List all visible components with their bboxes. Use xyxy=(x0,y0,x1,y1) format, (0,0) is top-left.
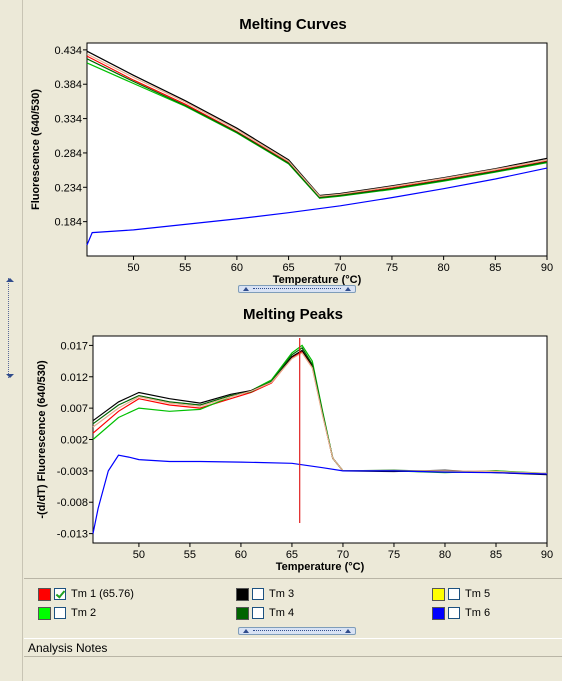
melting-curves-chart[interactable]: 0.434 0.384 0.334 0.284 0.234 0.184 50 55 60 65 70… xyxy=(24,12,562,286)
curves-xtick-label: 80 xyxy=(438,262,450,274)
legend-item-tm-5[interactable]: Tm 4 xyxy=(236,606,294,620)
curves-series-line-4 xyxy=(86,58,548,199)
peaks-xtick-label: 50 xyxy=(133,549,145,561)
peaks-ytick-label: 0.017 xyxy=(60,340,88,352)
peaks-ytick-label: -0.008 xyxy=(57,497,88,509)
curves-xtick-label: 85 xyxy=(489,262,501,274)
curves-xtick-label: 75 xyxy=(386,262,398,274)
legend-color-swatch[interactable] xyxy=(38,587,51,601)
curves-ytick-label: 0.334 xyxy=(54,114,82,126)
curves-xtick-label: 65 xyxy=(282,262,294,274)
horizontal-splitter-2[interactable] xyxy=(238,627,356,635)
legend-checkbox[interactable] xyxy=(252,607,264,619)
curves-xtick-label: 70 xyxy=(334,262,346,274)
legend-item-tm-1[interactable]: Tm 1 (65.76) xyxy=(38,587,134,601)
curves-ytick-label: 0.284 xyxy=(54,148,82,160)
curves-xtick-label: 50 xyxy=(127,262,139,274)
legend-label: Tm 3 xyxy=(269,588,295,600)
peaks-x-axis-label: Temperature (°C) xyxy=(276,561,365,573)
legend-color-swatch[interactable] xyxy=(38,606,51,620)
legend-color-swatch[interactable] xyxy=(236,606,249,620)
peaks-xtick-label: 75 xyxy=(388,549,400,561)
legend-label: Tm 2 xyxy=(71,607,97,619)
melting-peaks-panel: Melting Peaks 0.017 0.012 0.007 0.002 -0.003… xyxy=(24,300,562,576)
legend-panel: Tm 1 (65.76) Tm 3 Tm 5 Tm 2 Tm 4 Tm 6 xyxy=(24,578,562,631)
legend-checkbox[interactable] xyxy=(448,588,460,600)
legend-checkbox[interactable] xyxy=(54,588,66,600)
peaks-xtick-label: 70 xyxy=(337,549,349,561)
peaks-xtick-label: 90 xyxy=(541,549,553,561)
peaks-xtick-label: 60 xyxy=(235,549,247,561)
peaks-series-group xyxy=(92,344,548,534)
peaks-y-axis-label: -(d/dT) Fluorescence (640/530) xyxy=(36,360,48,519)
curves-x-axis-label: Temperature (°C) xyxy=(273,274,362,286)
peaks-ytick-label: 0.012 xyxy=(60,372,88,384)
legend-color-swatch[interactable] xyxy=(236,587,249,601)
curves-y-axis-label: Fluorescence (640/530) xyxy=(30,89,42,210)
curves-xtick-label: 60 xyxy=(231,262,243,274)
peaks-ytick-label: 0.002 xyxy=(60,435,88,447)
peaks-ytick-label: 0.007 xyxy=(60,403,88,415)
legend-label: Tm 4 xyxy=(269,607,295,619)
legend-item-tm-4[interactable]: Tm 2 xyxy=(38,606,96,620)
peaks-ytick-label: -0.003 xyxy=(57,466,88,478)
left-panel-strip xyxy=(0,0,23,681)
analysis-notes-tab[interactable]: Analysis Notes xyxy=(24,638,562,657)
legend-item-tm-2[interactable]: Tm 3 xyxy=(236,587,294,601)
melting-peaks-chart[interactable]: 0.017 0.012 0.007 0.002 -0.003 -0.008 -0.013 50… xyxy=(24,300,562,576)
legend-label: Tm 1 (65.76) xyxy=(71,588,134,600)
peaks-xtick-label: 65 xyxy=(286,549,298,561)
peaks-plot-area xyxy=(92,335,548,544)
curves-series-line-6 xyxy=(86,167,548,246)
melting-curves-title: Melting Curves xyxy=(239,16,347,33)
legend-checkbox[interactable] xyxy=(448,607,460,619)
legend-checkbox[interactable] xyxy=(54,607,66,619)
legend-color-swatch[interactable] xyxy=(432,587,445,601)
curves-ytick-label: 0.384 xyxy=(54,79,82,91)
curves-xtick-label: 90 xyxy=(541,262,553,274)
curves-series-group xyxy=(86,50,548,246)
curves-plot-area xyxy=(86,42,548,257)
horizontal-splitter-1[interactable] xyxy=(238,285,356,293)
peaks-xtick-label: 85 xyxy=(490,549,502,561)
curves-series-line-5 xyxy=(86,53,548,197)
curves-xtick-label: 55 xyxy=(179,262,191,274)
legend-color-swatch[interactable] xyxy=(432,606,445,620)
peaks-xtick-label: 55 xyxy=(184,549,196,561)
melting-curves-panel: Melting Curves 0.434 0.384 0.334 0.284 0.234… xyxy=(24,12,562,286)
curves-ytick-label: 0.234 xyxy=(54,182,82,194)
legend-label: Tm 5 xyxy=(465,588,491,600)
legend-checkbox[interactable] xyxy=(252,588,264,600)
curves-series-line-2 xyxy=(86,62,548,199)
curves-ytick-label: 0.184 xyxy=(54,217,82,229)
melting-peaks-title: Melting Peaks xyxy=(242,306,344,323)
legend-item-tm-3[interactable]: Tm 5 xyxy=(432,587,490,601)
peaks-ytick-label: -0.013 xyxy=(57,529,88,541)
legend-label: Tm 6 xyxy=(465,607,491,619)
curves-ytick-label: 0.434 xyxy=(54,45,82,57)
peaks-xtick-label: 80 xyxy=(439,549,451,561)
legend-item-tm-6[interactable]: Tm 6 xyxy=(432,606,490,620)
vertical-splitter-handle[interactable] xyxy=(6,278,15,378)
peaks-series-line-6 xyxy=(92,454,548,534)
